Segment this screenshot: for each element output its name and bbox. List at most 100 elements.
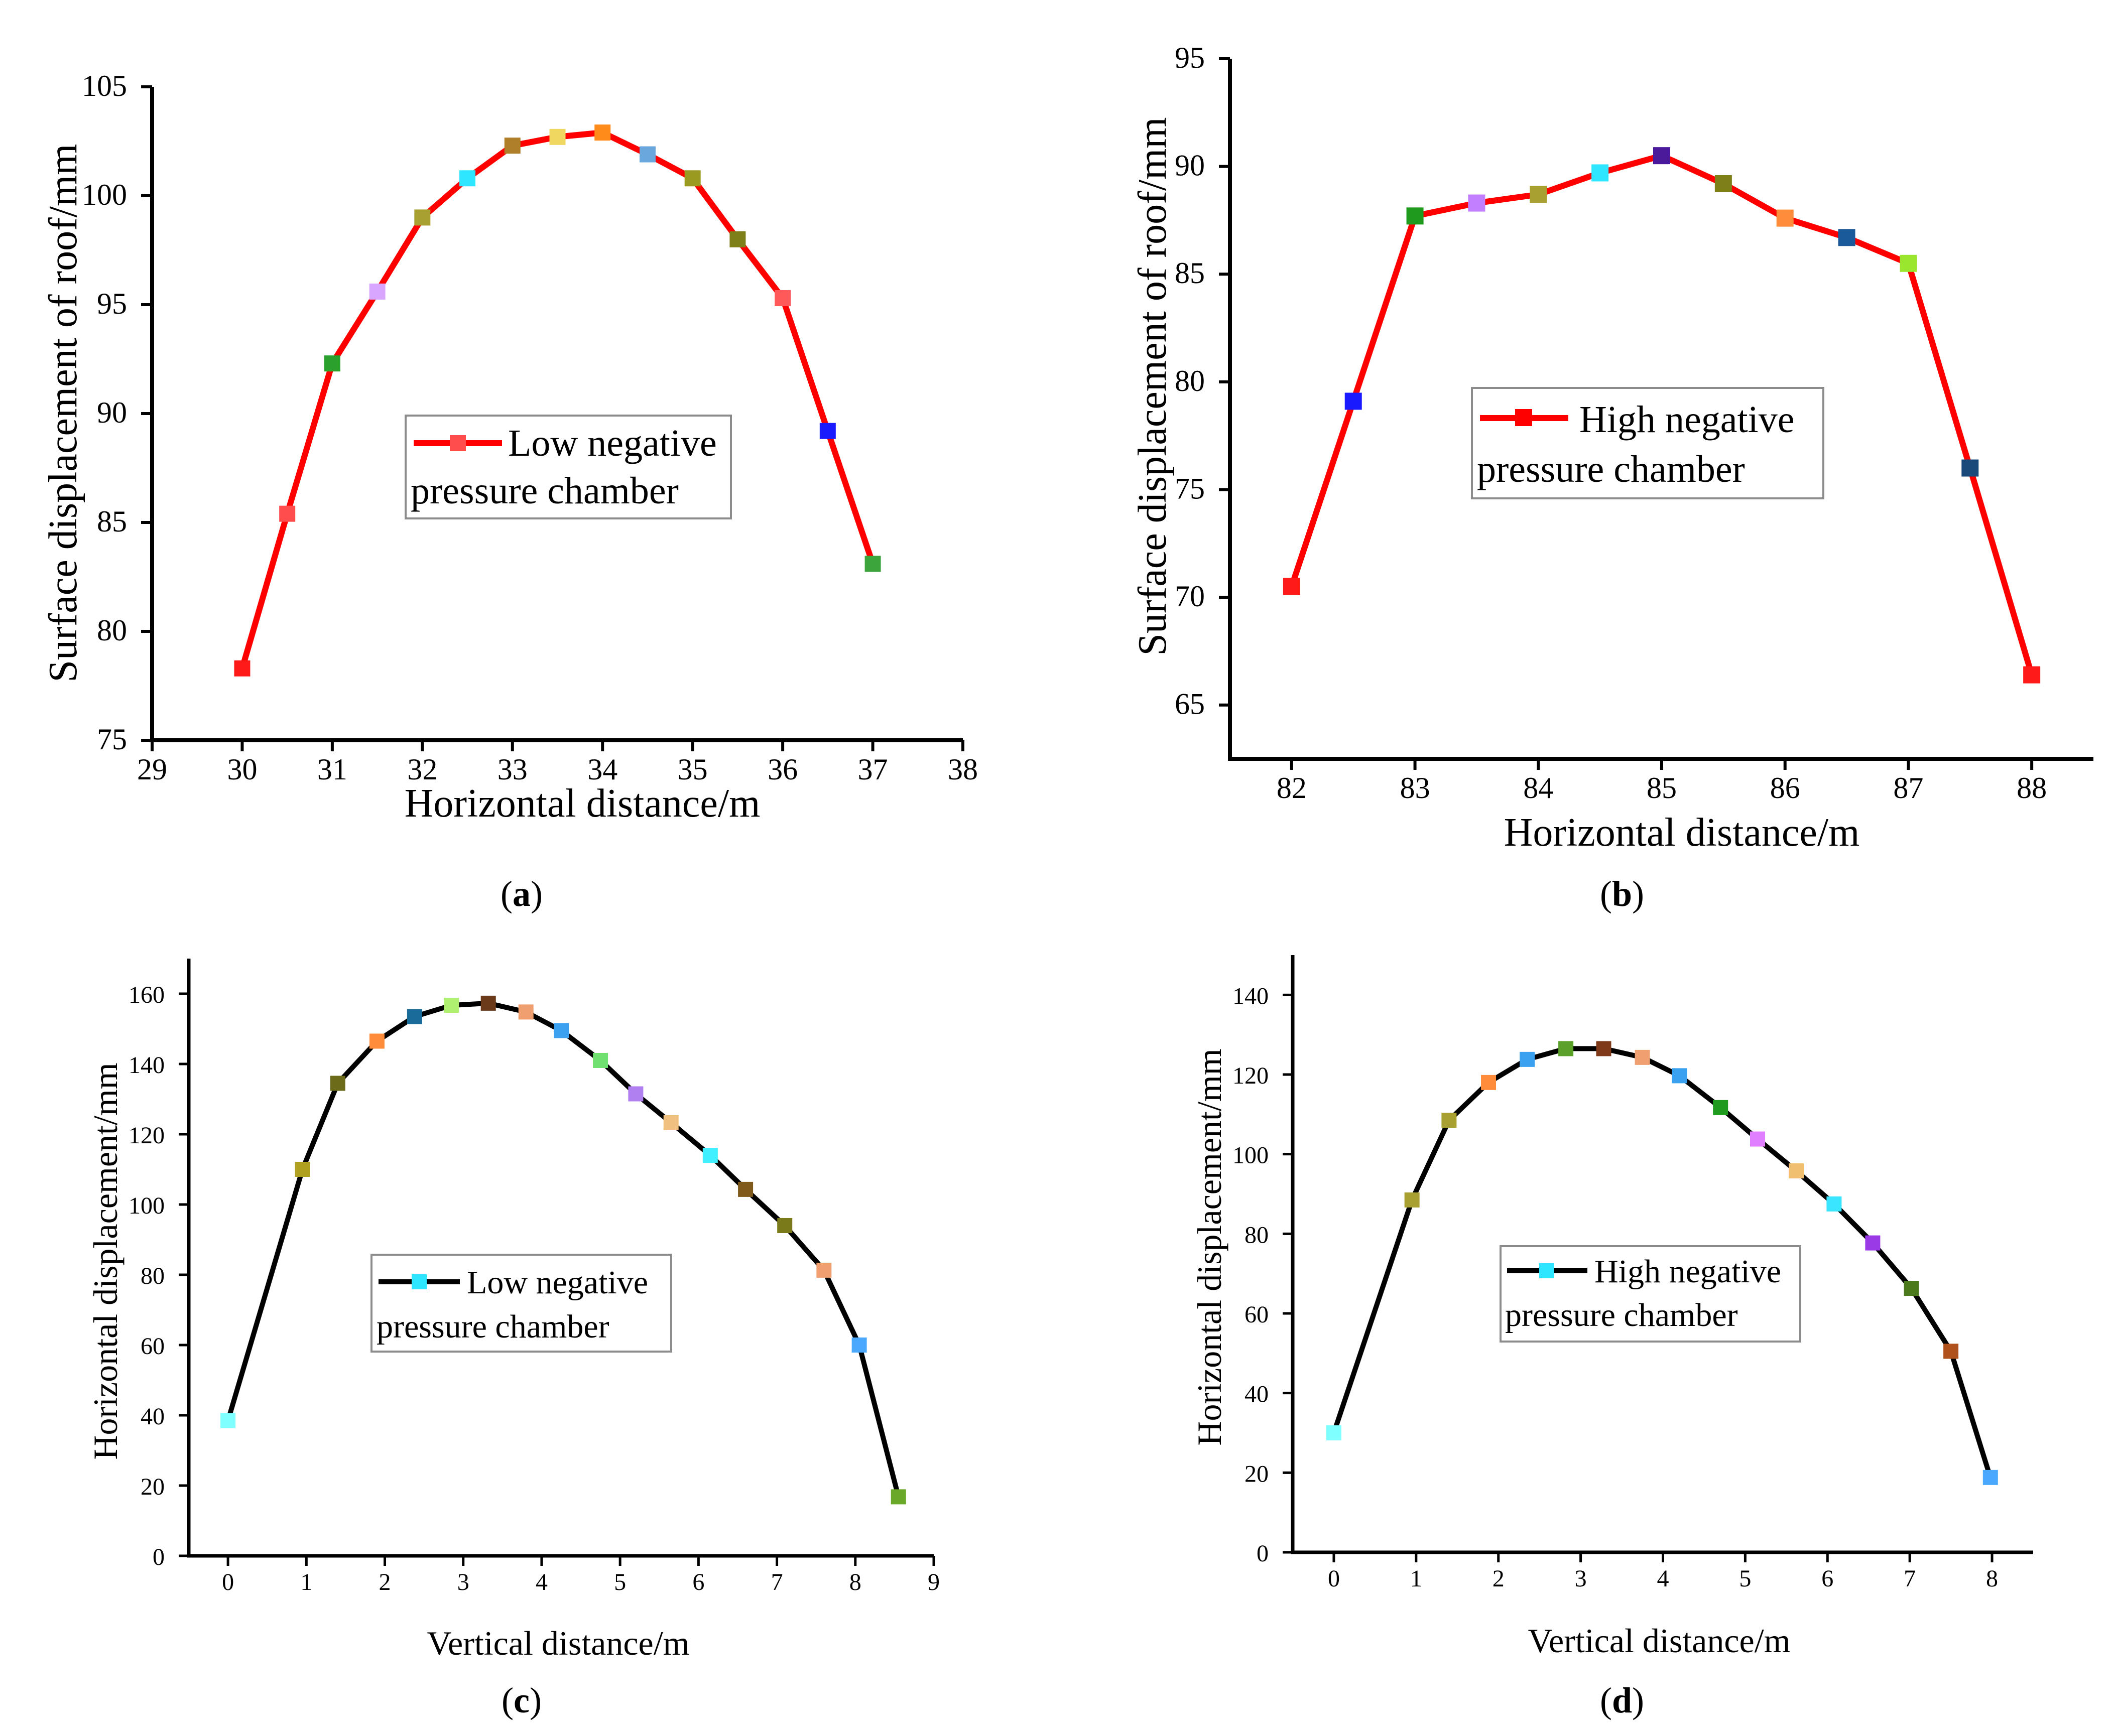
x-tick-label: 3 [457, 1569, 469, 1595]
legend-marker-d [1539, 1263, 1554, 1278]
panel-label-a: (a) [501, 874, 543, 914]
x-tick-label: 37 [858, 753, 888, 786]
x-tick-label: 38 [948, 753, 978, 786]
data-point [1653, 147, 1670, 165]
series-line [239, 129, 876, 672]
data-point [1865, 1235, 1881, 1251]
y-tick-label: 40 [141, 1403, 165, 1430]
data-point [1596, 1041, 1611, 1056]
y-tick-label: 75 [97, 723, 127, 756]
data-point [684, 170, 701, 187]
y-tick-label: 20 [141, 1474, 165, 1500]
panel-letter-b: b [1612, 874, 1632, 914]
data-point [1943, 1344, 1959, 1359]
data-point [777, 1218, 793, 1233]
data-point [816, 1262, 832, 1278]
y-tick-label: 60 [141, 1333, 165, 1360]
data-point [1635, 1049, 1650, 1065]
x-tick-label: 0 [222, 1569, 234, 1595]
x-tick-label: 34 [587, 753, 617, 786]
data-point [891, 1489, 906, 1505]
x-tick-label: 88 [2017, 771, 2047, 805]
y-ticks-b: 65 70 75 80 85 90 95 [1175, 41, 1230, 721]
legend-c: Low negative pressure chamber [370, 1254, 672, 1353]
x-tick-label: 36 [768, 753, 798, 786]
y-tick-label: 100 [82, 178, 127, 211]
legend-d: High negative pressure chamber [1500, 1245, 1801, 1343]
data-point [444, 998, 459, 1013]
chart-panel-b: 82 83 84 85 86 87 88 65 70 75 80 85 90 95 Horizontal… [1131, 41, 2093, 914]
x-tick-label: 84 [1523, 771, 1553, 805]
x-tick-label: 33 [498, 753, 528, 786]
legend-marker-a [450, 435, 466, 451]
x-tick-label: 7 [771, 1569, 783, 1595]
data-point [279, 505, 296, 522]
y-tick-label: 80 [141, 1263, 165, 1289]
legend-label-line2-a: pressure chamber [411, 470, 679, 512]
data-point [324, 355, 340, 372]
y-tick-label: 120 [1232, 1062, 1269, 1089]
data-point [1900, 254, 1917, 272]
panel-letter-a: a [513, 874, 531, 914]
y-tick-label: 70 [1175, 580, 1205, 613]
x-tick-label: 2 [1493, 1565, 1505, 1592]
x-tick-label: 86 [1770, 771, 1800, 805]
x-tick-label: 8 [1986, 1565, 1998, 1592]
series-a [234, 124, 881, 677]
y-tick-label: 100 [1232, 1142, 1269, 1169]
axes-c [187, 959, 934, 1558]
data-point [459, 170, 476, 187]
y-tick-label: 140 [1232, 983, 1269, 1009]
data-point [702, 1148, 718, 1163]
x-axis-title-b: Horizontal distance/m [1504, 811, 1860, 855]
legend-label-line2-d: pressure chamber [1505, 1297, 1738, 1333]
data-point [1982, 1470, 1998, 1485]
data-point [480, 995, 496, 1011]
y-tick-label: 75 [1175, 472, 1205, 505]
data-point [369, 1033, 385, 1049]
x-tick-label: 85 [1647, 771, 1677, 805]
data-point [554, 1023, 569, 1038]
data-point [864, 556, 881, 572]
y-ticks-d: 0 20 40 60 80 100 120 140 [1232, 983, 1293, 1567]
data-point [1750, 1131, 1765, 1147]
panel-label-b: (b) [1600, 874, 1644, 914]
x-axis-title-a: Horizontal distance/m [405, 781, 761, 826]
data-point [1591, 164, 1609, 182]
y-axis-title-d: Horizontal displacement/mm [1190, 1048, 1228, 1445]
data-point [1558, 1041, 1574, 1056]
data-point [407, 1009, 422, 1024]
x-tick-label: 32 [407, 753, 437, 786]
data-point [1468, 194, 1485, 212]
legend-label-line2-c: pressure chamber [377, 1308, 609, 1345]
data-point [1326, 1425, 1341, 1440]
x-tick-label: 29 [137, 753, 167, 786]
legend-label-line1-a: Low negative [508, 422, 717, 464]
data-point [594, 124, 611, 141]
data-point [1530, 186, 1547, 203]
x-tick-label: 30 [227, 753, 257, 786]
chart-panel-d: 0 1 2 3 4 5 6 7 8 0 20 40 60 80 100 120 140 Vertical di… [1190, 955, 2033, 1720]
y-tick-label: 105 [82, 69, 127, 102]
y-tick-label: 80 [1175, 364, 1205, 397]
x-tick-label: 2 [379, 1569, 391, 1595]
x-axis-title-c: Vertical distance/m [427, 1624, 689, 1662]
x-ticks-a: 29 30 31 32 33 34 35 36 37 38 [137, 740, 978, 786]
data-point [819, 423, 836, 439]
chart-panel-a: 29 30 31 32 33 34 35 36 37 38 75 80 85 90 95 100 105 Ho… [41, 69, 978, 914]
data-point [851, 1338, 867, 1353]
x-tick-label: 5 [1739, 1565, 1751, 1592]
data-point [593, 1053, 608, 1068]
legend-box-b [1471, 387, 1824, 499]
x-tick-label: 35 [678, 753, 708, 786]
y-tick-label: 20 [1245, 1460, 1269, 1487]
data-point [1776, 209, 1794, 227]
x-tick-label: 31 [317, 753, 347, 786]
chart-panel-c: 0 1 2 3 4 5 6 7 8 9 0 20 40 60 80 100 120 140 160 Vertica… [86, 959, 940, 1720]
x-tick-label: 4 [536, 1569, 548, 1595]
legend-box-a [405, 415, 732, 519]
y-tick-label: 60 [1245, 1301, 1269, 1328]
x-tick-label: 7 [1904, 1565, 1916, 1592]
data-point [1826, 1196, 1842, 1212]
